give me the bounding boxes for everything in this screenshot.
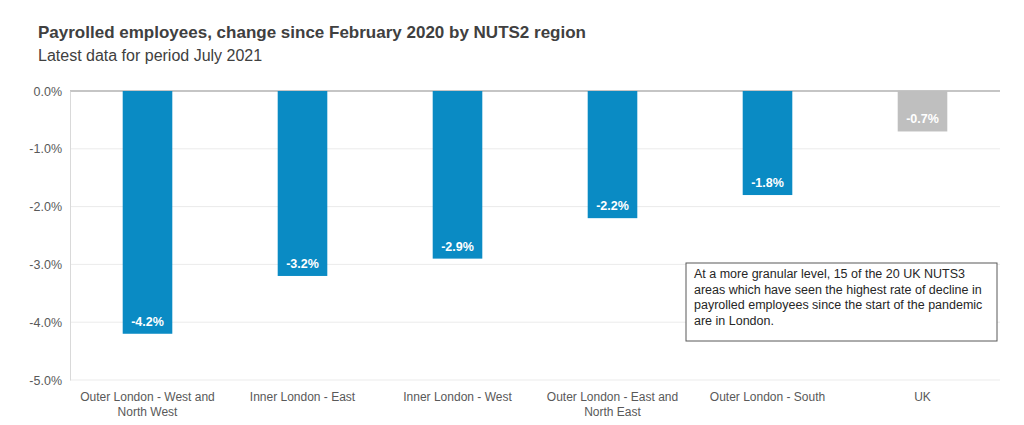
annotation-box [686, 263, 997, 341]
y-tick: -4.0% [29, 316, 70, 330]
label-line: North East [584, 405, 641, 419]
x-tick: Outer London - East andNorth East [547, 382, 678, 419]
bar [898, 91, 948, 131]
label-line: Outer London - South [710, 390, 825, 404]
y-tick: -3.0% [29, 258, 70, 272]
data-label: -1.8% [751, 176, 784, 190]
y-tick-label: -5.0% [29, 374, 62, 388]
y-axis: -5.0% -4.0% -3.0% -2.0% -1.0% 0.0% [29, 85, 70, 388]
x-tick: Outer London - South [710, 382, 825, 404]
label-line: UK [914, 390, 931, 404]
annotation-line: At a more granular level, 15 of the 20 U… [694, 267, 965, 281]
y-axis-line [70, 92, 71, 381]
annotation: At a more granular level, 15 of the 20 U… [686, 263, 997, 341]
x-tick: Outer London - West andNorth West [80, 382, 215, 419]
x-tick-label: Outer London - West andNorth West [80, 390, 215, 420]
annotation-line: areas which have seen the highest rate o… [694, 283, 982, 297]
x-tick-label: Outer London - East andNorth East [547, 390, 678, 420]
annotation-line: payrolled employees since the start of t… [694, 298, 982, 312]
data-label: -4.2% [131, 315, 164, 329]
data-label: -3.2% [286, 257, 319, 271]
y-tick-label: -3.0% [29, 258, 62, 272]
x-tick-label: Inner London - East [250, 390, 356, 404]
x-tick: UK [914, 382, 931, 404]
x-tick: Inner London - East [250, 382, 356, 404]
annotation-text: At a more granular level, 15 of the 20 U… [694, 267, 982, 328]
bar [278, 91, 328, 276]
grid-line [70, 206, 1000, 207]
label-line: Inner London - West [403, 390, 512, 404]
label-line: North West [118, 405, 178, 419]
annotation-line: are in London. [694, 314, 774, 328]
bar [433, 91, 483, 259]
x-tick-label: Inner London - West [403, 390, 512, 404]
grid-line [70, 148, 1000, 149]
y-tick: -5.0% [29, 374, 70, 388]
bar [743, 91, 793, 195]
y-tick-label: -1.0% [29, 142, 62, 156]
label-line: Outer London - East and [547, 390, 678, 404]
grid [70, 91, 1000, 380]
y-tick-label: -4.0% [29, 316, 62, 330]
chart-svg: Payrolled employees, change since Februa… [0, 0, 1024, 425]
label-line: Inner London - East [250, 390, 356, 404]
y-tick: -1.0% [29, 142, 70, 156]
y-tick-label: -2.0% [29, 200, 62, 214]
x-tick-label: Outer London - South [710, 390, 825, 404]
chart-container: Payrolled employees, change since Februa… [0, 0, 1024, 425]
zero-line [70, 90, 1000, 91]
y-tick: -2.0% [29, 200, 70, 214]
y-tick: 0.0% [34, 85, 71, 99]
x-tick: Inner London - West [403, 382, 512, 404]
bar [588, 91, 638, 218]
data-label: -2.2% [596, 199, 629, 213]
label-line: Outer London - West and [80, 390, 215, 404]
x-tick-label: UK [914, 390, 931, 404]
title: Payrolled employees, change since Februa… [38, 23, 586, 42]
subtitle: Latest data for period July 2021 [38, 47, 262, 64]
data-label: -0.7% [906, 112, 939, 126]
y-tick-label: 0.0% [34, 85, 63, 99]
x-axis: Outer London - West andNorth West Inner L… [80, 382, 931, 419]
grid-line [70, 380, 1000, 381]
bar [123, 91, 173, 334]
data-label: -2.9% [441, 240, 474, 254]
